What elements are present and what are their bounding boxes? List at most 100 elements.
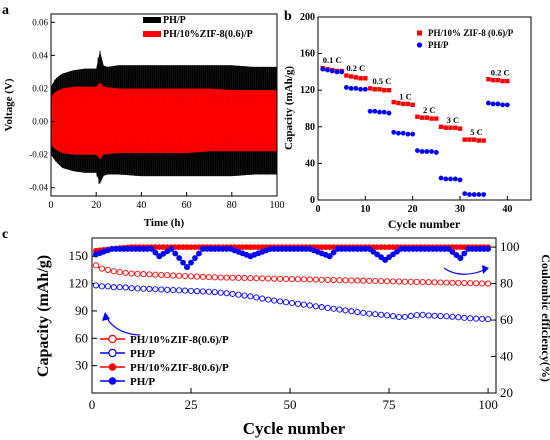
- panel-c-point-s1: [247, 293, 254, 300]
- panel-c-y2tick-label: 40: [500, 349, 513, 364]
- panel-c-point-s0: [187, 273, 195, 280]
- panel-a-ytick-label: -0.04: [29, 183, 48, 193]
- panel-c-point-s0: [330, 276, 337, 284]
- panel-c-point-dip-s3: [457, 255, 464, 262]
- panel-b-point-s1: [486, 100, 491, 106]
- panel-c-ytick-label: 30: [75, 358, 88, 373]
- panel-b-point-s1: [419, 149, 425, 154]
- panel-b-point-s0: [382, 88, 387, 93]
- panel-c-point-s0: [146, 271, 153, 278]
- panel-b-point-s1: [320, 66, 326, 72]
- panel-c-point-s1: [425, 312, 432, 319]
- panel-c-point-s0: [122, 269, 129, 276]
- panel-c-point-s1: [92, 282, 100, 289]
- panel-c-y2tick-label: 20: [500, 385, 513, 400]
- panel-b-point-s1: [348, 85, 354, 91]
- panel-b-point-s1: [462, 191, 468, 196]
- panel-a-frame: [50, 13, 278, 197]
- panel-b-point-s0: [372, 87, 377, 92]
- panel-c-point-s0: [92, 262, 100, 269]
- panel-b-point-s1: [329, 68, 335, 74]
- panel-b-point-s0: [363, 76, 368, 81]
- panel-c-point-s1: [199, 288, 206, 295]
- panel-b-point-s1: [405, 131, 411, 137]
- panel-c-point-s0: [116, 269, 123, 276]
- panel-b-point-s1: [471, 192, 477, 197]
- panel-c-point-s3: [180, 259, 186, 266]
- panel-c-point-s1: [389, 313, 397, 320]
- panel-b-point-s0: [505, 78, 510, 84]
- panel-c-point-s0: [288, 276, 296, 283]
- panel-c-xtick-label: 100: [478, 397, 498, 412]
- panel-c-legend-marker-0: [108, 334, 117, 344]
- panel-c-point-s0: [110, 268, 117, 275]
- panel-b-point-s0: [391, 99, 396, 105]
- panel-b-point-s1: [334, 69, 340, 75]
- panel-b-ytick-label: 40: [305, 158, 315, 169]
- panel-c-ytick-label: 90: [75, 303, 88, 318]
- panel-a-ytick-label: 0.00: [32, 117, 48, 127]
- panel-c-point-s3: [192, 255, 198, 261]
- panel-b-point-s0: [438, 124, 444, 129]
- panel-c-point-s3: [168, 246, 175, 252]
- panel-c-point-s1: [152, 286, 159, 293]
- panel-c-point-s0: [170, 272, 177, 279]
- panel-c-point-s0: [395, 278, 403, 285]
- panel-c-point-s3: [330, 249, 337, 256]
- panel-c-point-s1: [288, 299, 296, 307]
- panel-c-point-s1: [455, 314, 462, 321]
- panel-c-point-s3: [176, 255, 183, 261]
- panel-c-y2label: Coulombic efficiency(%): [539, 254, 550, 382]
- panel-b-xtick-label: 40: [502, 204, 512, 215]
- panel-b-rate-label: 1 C: [399, 91, 412, 101]
- panel-c-point-s1: [134, 285, 141, 292]
- panel-b-point-s0: [500, 78, 505, 84]
- panel-b-point-s1: [344, 85, 349, 90]
- panel-b-point-s1: [358, 86, 363, 92]
- panel-c-xtick-label: 75: [383, 397, 396, 412]
- panel-a-legend: PH/P PH/10%ZIF-8(0.6)/P: [143, 15, 253, 40]
- panel-a-xlabel: Time (h): [144, 217, 185, 229]
- panel-c-point-s1: [241, 292, 248, 299]
- panel-c-point-s1: [461, 314, 468, 321]
- panel-c-point-s1: [193, 288, 201, 295]
- panel-c-point-s0: [128, 270, 135, 277]
- panel-b-xlabel: Cycle number: [388, 217, 461, 231]
- panel-c-point-s0: [247, 275, 254, 282]
- panel-b-point-s0: [495, 77, 501, 83]
- panel-c-point-s1: [140, 285, 147, 292]
- panel-c-legend: PH/10%ZIF-8(0.6)/P PH/P PH/10%ZIF-8(0.6)/P…: [100, 334, 229, 388]
- panel-c-axis-arrows: [102, 265, 489, 336]
- panel-c-point-s1: [116, 284, 123, 291]
- panel-c-legend-label-3: PH/P: [130, 376, 155, 388]
- panel-c-point-s1: [360, 309, 367, 316]
- panel-c-point-s1: [407, 313, 414, 320]
- panel-c-point-s0: [479, 280, 486, 287]
- panel-b-point-s1: [504, 102, 510, 108]
- panel-b-point-s1: [490, 101, 496, 107]
- panel-c-point-s0: [473, 280, 480, 287]
- panel-c-point-s1: [122, 284, 129, 291]
- panel-c-point-s1: [158, 286, 165, 293]
- panel-a-xtick-label: 80: [227, 200, 237, 211]
- panel-b-point-s1: [367, 108, 373, 114]
- panel-c-point-s0: [324, 276, 331, 283]
- panel-c-point-s0: [176, 272, 183, 279]
- panel-c-legend-label-2: PH/10%ZIF-8(0.6)/P: [130, 362, 229, 374]
- panel-b-ylabel: Capacity (mAh/g): [283, 66, 295, 150]
- panel-a-ytick-label: 0.02: [32, 83, 48, 93]
- panel-c-point-s1: [449, 313, 456, 320]
- panel-b-legend-marker-0: [417, 30, 422, 36]
- panel-c-point-s1: [104, 283, 111, 290]
- panel-c-point-s1: [277, 298, 284, 305]
- panel-label-c: c: [2, 227, 8, 242]
- panel-c-point-s3: [152, 249, 159, 256]
- panel-b-legend: PH/10% ZIF-8 (0.6)/P PH/P: [416, 28, 514, 50]
- panel-c-point-s0: [336, 277, 343, 284]
- panel-c-point-s1: [128, 285, 135, 292]
- panel-c-point-s1: [419, 311, 426, 318]
- panel-a-legend-label-1: PH/10%ZIF-8(0.6)/P: [163, 29, 253, 40]
- panel-c-point-s0: [401, 278, 408, 285]
- panel-b-rate-label: 5 C: [470, 127, 483, 137]
- panel-c-point-s0: [199, 273, 206, 280]
